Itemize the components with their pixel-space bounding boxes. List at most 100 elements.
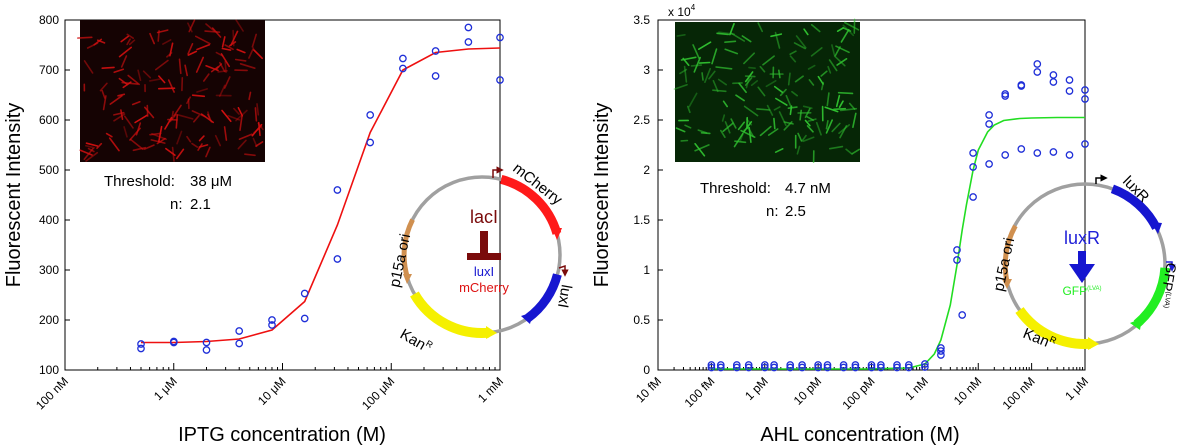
micrograph-cell: [831, 122, 841, 133]
micrograph-cell: [132, 146, 147, 152]
micrograph-cell: [762, 55, 775, 66]
micrograph-cell: [787, 106, 798, 109]
micrograph-cell: [794, 75, 804, 83]
data-point: [732, 361, 741, 369]
micrograph-cell: [121, 81, 139, 85]
micrograph-cell: [195, 56, 204, 73]
x-tick-label: 10 fM: [633, 374, 664, 405]
y-tick-label: 800: [39, 13, 59, 27]
micrograph-cell: [759, 125, 772, 137]
micrograph-cell: [828, 59, 838, 72]
micrograph-cell: [688, 92, 698, 108]
left-threshold-label: Threshold:: [104, 173, 175, 190]
micrograph-cell: [801, 134, 807, 142]
micrograph-cell: [820, 81, 825, 91]
micrograph-cell: [759, 65, 766, 73]
data-point: [1081, 95, 1089, 103]
micrograph-cell: [750, 80, 759, 86]
micrograph-cell: [143, 144, 155, 150]
data-point: [1033, 60, 1042, 68]
micrograph-cell: [803, 28, 809, 36]
micrograph-cell: [717, 78, 728, 86]
left-micrograph: [77, 19, 265, 162]
micrograph-cell: [773, 106, 781, 111]
micrograph-cell: [151, 133, 167, 141]
micrograph-cell: [123, 126, 128, 138]
micrograph-cell: [237, 107, 244, 117]
micrograph-cell: [730, 32, 746, 42]
micrograph-cell: [77, 36, 93, 39]
micrograph-cell: [176, 148, 185, 160]
micrograph-cell: [205, 65, 219, 72]
data-point: [904, 363, 913, 372]
data-point: [366, 111, 375, 119]
data-point: [1001, 92, 1010, 100]
micrograph-cell: [248, 47, 255, 59]
data-point: [235, 339, 244, 348]
left-threshold-text: Threshold: 38 μM n: 2.1: [104, 173, 232, 213]
micrograph-cell: [99, 82, 108, 92]
y-tick-label: 2: [643, 163, 650, 177]
micrograph-cell: [839, 107, 858, 112]
x-tick-label: 10 pM: [791, 374, 824, 407]
micrograph-cell: [692, 44, 700, 60]
micrograph-cell: [85, 142, 99, 147]
micrograph-cell: [791, 90, 799, 97]
y-tick-label: 600: [39, 113, 59, 127]
micrograph-cell: [187, 42, 194, 55]
micrograph-cell: [833, 55, 846, 67]
left-panel: 100 200 300 400 500 600 700 800 100 nM 1 μM 10 μM 1…: [3, 13, 575, 446]
x-tick-label: 1 μM: [1062, 374, 1091, 403]
data-point: [1049, 148, 1058, 156]
micrograph-cell: [126, 33, 134, 40]
micrograph-cell: [187, 22, 193, 33]
data-point: [1049, 78, 1058, 86]
micrograph-cell: [839, 125, 848, 139]
micrograph-cell: [673, 83, 688, 90]
micrograph-cell: [746, 125, 755, 138]
micrograph-cell: [134, 114, 148, 124]
micrograph-cell: [101, 90, 106, 99]
data-point: [202, 338, 211, 347]
micrograph-cell: [807, 118, 817, 122]
left-n-label: n:: [170, 196, 183, 213]
data-point: [464, 38, 473, 46]
data-point: [953, 256, 961, 264]
micrograph-cell: [848, 102, 856, 110]
micrograph-cell: [173, 104, 182, 117]
micrograph-cell: [718, 31, 736, 36]
micrograph-cell: [193, 114, 200, 123]
micrograph-cell: [129, 138, 144, 150]
micrograph-cell: [701, 72, 704, 81]
micrograph-cell: [237, 139, 247, 150]
micrograph-cell: [793, 42, 806, 50]
micrograph-cell: [697, 129, 708, 134]
y-tick-label: 1.5: [633, 213, 650, 227]
micrograph-cell: [205, 23, 216, 32]
micrograph-cell: [840, 28, 850, 43]
micrograph-cell: [155, 59, 169, 71]
x-tick-label: 100 pM: [839, 374, 877, 412]
micrograph-cell: [223, 76, 231, 89]
micrograph-cell: [712, 80, 719, 93]
left-plasmid-kan-text: Kan: [397, 326, 429, 354]
y-tick-label: 2.5: [633, 113, 650, 127]
micrograph-cell: [126, 38, 131, 46]
micrograph-cell: [204, 30, 221, 34]
y-tick-label: 0: [643, 363, 650, 377]
left-plasmid-kan-sup: R: [424, 338, 435, 350]
micrograph-cell: [693, 56, 702, 73]
left-target-mcherry: mCherry: [459, 280, 509, 295]
micrograph-cell: [205, 146, 211, 158]
micrograph-cell: [224, 60, 227, 73]
micrograph-cell: [142, 70, 152, 79]
data-point: [953, 246, 961, 254]
x-tick-label: 10 μM: [255, 374, 289, 408]
micrograph-cell: [186, 135, 192, 143]
x-tick-label: 100 μM: [359, 374, 397, 412]
micrograph-cell: [219, 84, 226, 97]
micrograph-cell: [825, 120, 829, 130]
x-tick-label: 1 μM: [151, 374, 180, 403]
right-y-multiplier: x 104: [668, 3, 696, 19]
micrograph-cell: [255, 141, 264, 147]
